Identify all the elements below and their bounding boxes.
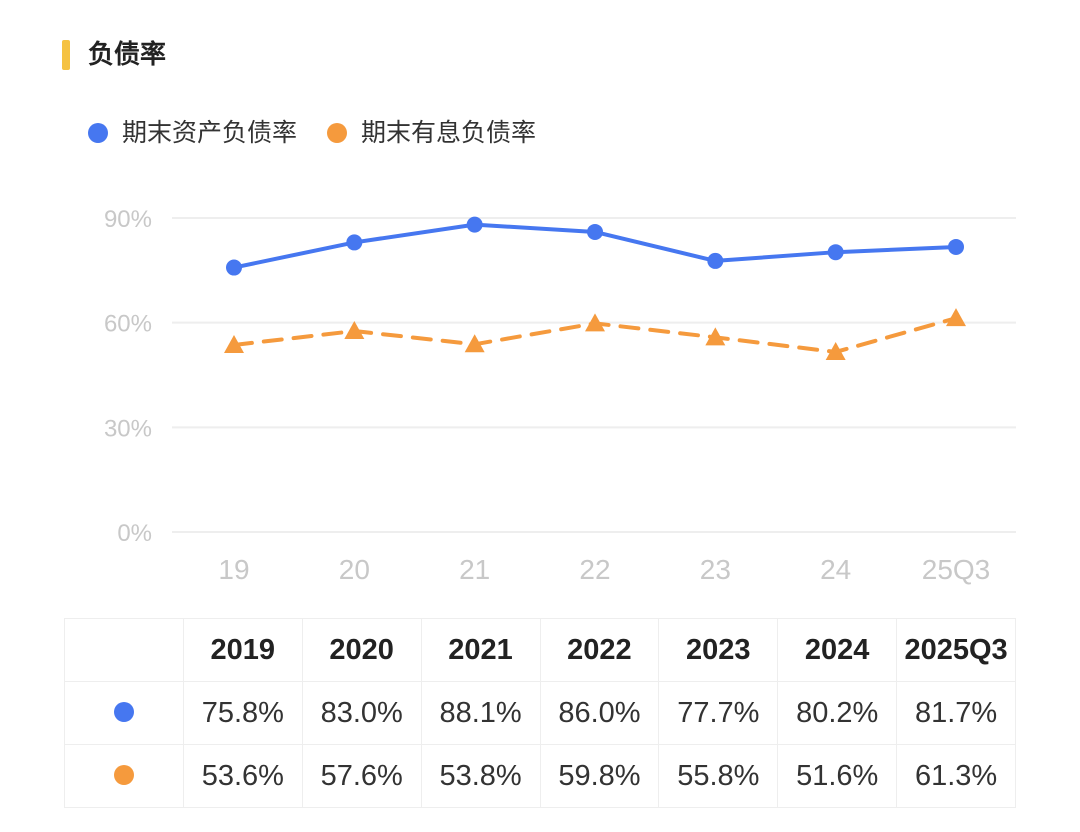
data-point-marker [827, 244, 844, 261]
data-point-marker [466, 216, 483, 233]
orange-dot-icon [113, 764, 134, 785]
table-row-interest-bearing: 53.6% 57.6% 53.8% 59.8% 55.8% 51.6% 61.3… [64, 744, 1016, 808]
data-point-marker [825, 341, 846, 360]
data-point-marker [224, 334, 244, 353]
y-tick-label: 0% [117, 520, 152, 547]
data-point-marker [585, 313, 605, 332]
table-cell: 86.0% [539, 681, 660, 745]
x-tick-label: 20 [339, 554, 370, 585]
table-cell: 80.2% [777, 681, 898, 745]
x-tick-label: 22 [579, 554, 610, 585]
x-tick-label: 24 [820, 554, 851, 585]
data-table: 2019 2020 2021 2022 2023 2024 2025Q3 75.… [64, 618, 1016, 808]
title-accent-bar [62, 40, 70, 70]
table-cell: 83.0% [301, 681, 422, 745]
table-cell: 57.6% [301, 744, 422, 808]
table-header-cell: 2022 [539, 618, 660, 682]
y-tick-label: 30% [104, 415, 152, 442]
legend-item-asset-liability[interactable]: 期末资产负债率 [88, 116, 297, 150]
table-cell: 53.8% [420, 744, 541, 808]
table-cell: 53.6% [182, 744, 303, 808]
legend-dot-blue [88, 123, 108, 143]
table-cell: 55.8% [658, 744, 779, 808]
data-point-marker [707, 252, 724, 269]
table-row-marker-cell [64, 744, 184, 808]
table-header-cell: 2023 [658, 618, 779, 682]
x-tick-label: 21 [459, 554, 490, 585]
data-point-marker [948, 238, 964, 255]
table-header-cell: 2025Q3 [896, 618, 1016, 682]
data-point-marker [705, 327, 726, 346]
table-header-cell: 2024 [777, 618, 898, 682]
table-cell: 51.6% [777, 744, 898, 808]
y-tick-label: 60% [104, 311, 152, 338]
table-cell: 61.3% [896, 744, 1016, 808]
line-chart: 0% 30% 60% 90% 19 20 21 22 23 24 25Q3 [104, 206, 1016, 585]
data-point-marker [587, 223, 603, 240]
x-tick-label: 19 [218, 554, 249, 585]
data-point-marker [346, 234, 363, 251]
table-corner-cell [64, 618, 184, 682]
table-header-cell: 2020 [301, 618, 422, 682]
blue-dot-icon [113, 701, 134, 722]
legend-label-interest-bearing: 期末有息负债率 [361, 118, 537, 147]
table-cell: 59.8% [539, 744, 660, 808]
table-cell: 88.1% [420, 681, 541, 745]
x-tick-label: 23 [700, 554, 731, 585]
table-header-row: 2019 2020 2021 2022 2023 2024 2025Q3 [64, 618, 1016, 682]
table-header-cell: 2021 [420, 618, 541, 682]
table-header-cell: 2019 [182, 618, 303, 682]
table-row-asset-liability: 75.8% 83.0% 88.1% 86.0% 77.7% 80.2% 81.7… [64, 681, 1016, 745]
legend-item-interest-bearing[interactable]: 期末有息负债率 [327, 116, 536, 150]
table-cell: 77.7% [658, 681, 779, 745]
table-cell: 75.8% [182, 681, 303, 745]
data-point-marker [344, 321, 365, 340]
table-row-marker-cell [64, 681, 184, 745]
x-tick-label: 25Q3 [922, 554, 991, 585]
data-point-marker [946, 308, 966, 327]
data-point-marker [464, 334, 485, 353]
legend-label-asset-liability: 期末资产负债率 [122, 118, 298, 147]
chart-legend: 期末资产负债率 期末有息负债率 [88, 116, 566, 150]
legend-dot-orange [327, 123, 348, 143]
table-cell: 81.7% [896, 681, 1016, 745]
data-point-marker [226, 259, 242, 276]
y-tick-label: 90% [104, 206, 152, 233]
page-title: 负债率 [88, 40, 167, 70]
